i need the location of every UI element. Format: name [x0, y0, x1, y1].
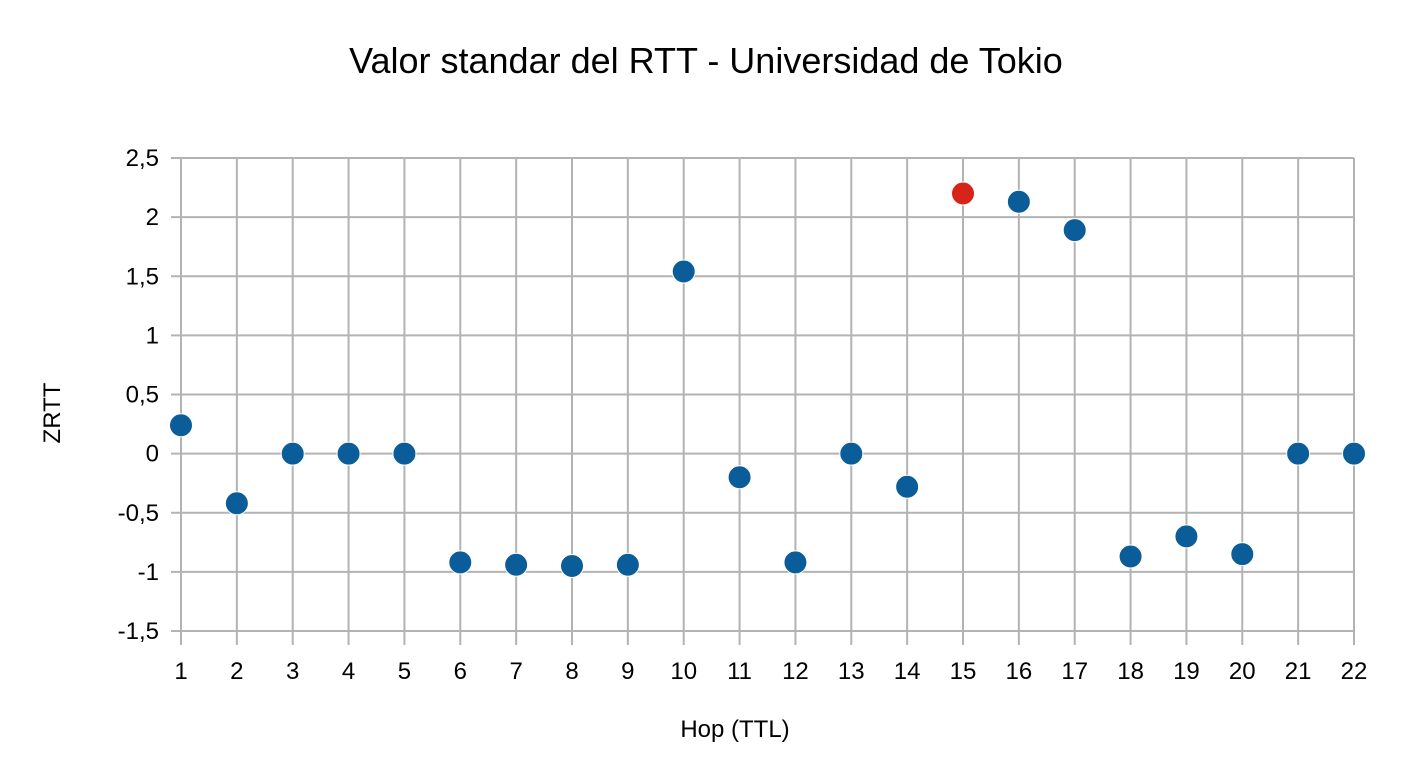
x-tick-label: 3 [286, 658, 299, 685]
x-tick-label: 4 [342, 658, 355, 685]
data-point [336, 441, 361, 466]
y-tick-label: -0,5 [118, 500, 159, 527]
y-tick-label: -1,5 [118, 618, 159, 645]
x-tick-label: 20 [1229, 658, 1256, 685]
y-tick-label: 1,5 [126, 263, 159, 290]
x-tick-label: 12 [782, 658, 809, 685]
y-tick-label: -1 [138, 559, 159, 586]
data-point [727, 465, 752, 490]
x-tick-label: 14 [894, 658, 921, 685]
y-tick-label: 2,5 [126, 145, 159, 172]
y-axis-label: ZRTT [39, 382, 66, 443]
data-point [169, 413, 193, 438]
data-point [1062, 218, 1087, 243]
x-tick-label: 1 [174, 658, 187, 685]
grid [171, 157, 1355, 645]
data-point [1174, 524, 1199, 549]
data-point [1342, 441, 1366, 466]
data-point-highlight [951, 181, 975, 206]
data-point [783, 550, 808, 575]
data-point [1118, 544, 1143, 569]
data-points [169, 181, 1366, 578]
x-tick-label: 22 [1341, 658, 1368, 685]
x-tick-label: 7 [509, 658, 522, 685]
y-axis-ticks: 2,5 2 1,5 1 0,5 0 -0,5 -1 -1,5 [118, 145, 159, 645]
x-tick-label: 6 [454, 658, 467, 685]
x-tick-label: 15 [950, 658, 977, 685]
y-tick-label: 2 [146, 204, 159, 231]
y-tick-label: 0,5 [126, 382, 159, 409]
x-tick-label: 19 [1173, 658, 1200, 685]
data-point [504, 552, 529, 577]
x-tick-label: 11 [727, 658, 752, 685]
y-tick-label: 0 [146, 441, 159, 468]
data-point [895, 474, 920, 499]
chart-title: Valor standar del RTT - Universidad de T… [349, 40, 1063, 81]
data-point [839, 441, 864, 466]
data-point [671, 259, 696, 284]
x-tick-label: 9 [621, 658, 634, 685]
data-point [1230, 542, 1255, 567]
x-axis-label: Hop (TTL) [680, 716, 789, 743]
data-point [1286, 441, 1311, 466]
x-tick-label: 13 [838, 658, 865, 685]
x-axis-ticks: 1 2 3 4 5 6 7 8 9 10 11 12 13 14 15 16 17 18 19 20 21 22 [174, 658, 1367, 685]
x-tick-label: 10 [670, 658, 697, 685]
data-point [1006, 189, 1031, 214]
x-tick-label: 8 [565, 658, 578, 685]
data-point [560, 553, 584, 578]
data-point [392, 441, 417, 466]
data-point [615, 552, 640, 577]
x-tick-label: 18 [1117, 658, 1144, 685]
x-tick-label: 21 [1285, 658, 1312, 685]
x-tick-label: 17 [1061, 658, 1088, 685]
x-tick-label: 2 [230, 658, 243, 685]
x-tick-label: 5 [398, 658, 411, 685]
data-point [448, 550, 473, 575]
data-point [280, 441, 305, 466]
data-point [224, 491, 249, 516]
x-tick-label: 16 [1006, 658, 1033, 685]
y-tick-label: 1 [146, 322, 159, 349]
